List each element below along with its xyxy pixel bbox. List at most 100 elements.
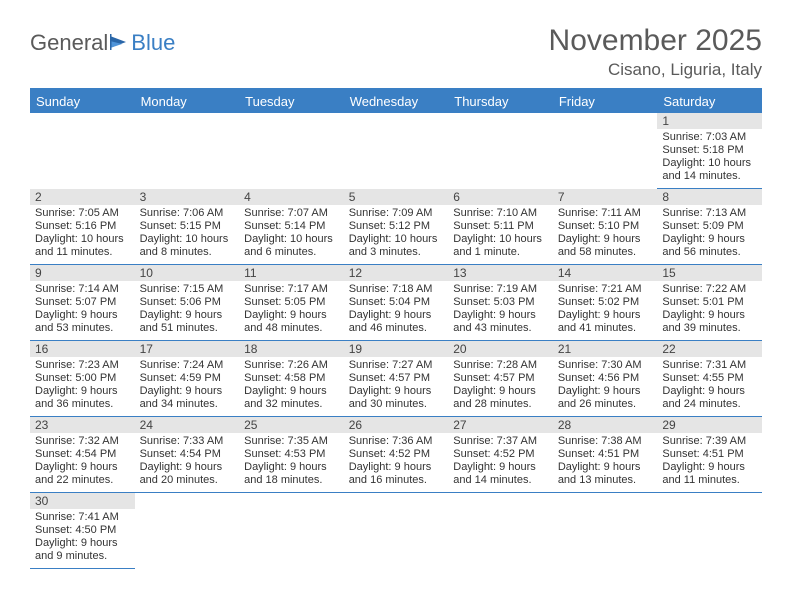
day-cell: 7Sunrise: 7:11 AMSunset: 5:10 PMDaylight… bbox=[553, 189, 658, 265]
page-title: November 2025 bbox=[549, 24, 762, 58]
calendar-cell bbox=[344, 113, 449, 189]
day-number: 17 bbox=[135, 341, 240, 357]
day-details: Sunrise: 7:14 AMSunset: 5:07 PMDaylight:… bbox=[30, 281, 135, 338]
calendar-cell bbox=[448, 493, 553, 569]
day-cell: 24Sunrise: 7:33 AMSunset: 4:54 PMDayligh… bbox=[135, 417, 240, 493]
day-cell: 6Sunrise: 7:10 AMSunset: 5:11 PMDaylight… bbox=[448, 189, 553, 265]
day-number: 25 bbox=[239, 417, 344, 433]
day-cell: 26Sunrise: 7:36 AMSunset: 4:52 PMDayligh… bbox=[344, 417, 449, 493]
day-number: 22 bbox=[657, 341, 762, 357]
day-details: Sunrise: 7:26 AMSunset: 4:58 PMDaylight:… bbox=[239, 357, 344, 414]
title-block: November 2025 Cisano, Liguria, Italy bbox=[549, 24, 762, 80]
calendar-cell bbox=[553, 113, 658, 189]
day-details: Sunrise: 7:19 AMSunset: 5:03 PMDaylight:… bbox=[448, 281, 553, 338]
calendar-cell: 18Sunrise: 7:26 AMSunset: 4:58 PMDayligh… bbox=[239, 341, 344, 417]
day-number: 6 bbox=[448, 189, 553, 205]
day-number: 23 bbox=[30, 417, 135, 433]
day-number: 2 bbox=[30, 189, 135, 205]
day-cell: 16Sunrise: 7:23 AMSunset: 5:00 PMDayligh… bbox=[30, 341, 135, 417]
logo-text-1: General bbox=[30, 30, 108, 56]
day-details: Sunrise: 7:03 AMSunset: 5:18 PMDaylight:… bbox=[657, 129, 762, 186]
calendar-cell: 6Sunrise: 7:10 AMSunset: 5:11 PMDaylight… bbox=[448, 189, 553, 265]
day-details: Sunrise: 7:24 AMSunset: 4:59 PMDaylight:… bbox=[135, 357, 240, 414]
day-details: Sunrise: 7:13 AMSunset: 5:09 PMDaylight:… bbox=[657, 205, 762, 262]
calendar-cell: 21Sunrise: 7:30 AMSunset: 4:56 PMDayligh… bbox=[553, 341, 658, 417]
calendar-cell: 28Sunrise: 7:38 AMSunset: 4:51 PMDayligh… bbox=[553, 417, 658, 493]
calendar-cell: 23Sunrise: 7:32 AMSunset: 4:54 PMDayligh… bbox=[30, 417, 135, 493]
day-number: 5 bbox=[344, 189, 449, 205]
day-details: Sunrise: 7:21 AMSunset: 5:02 PMDaylight:… bbox=[553, 281, 658, 338]
day-details: Sunrise: 7:37 AMSunset: 4:52 PMDaylight:… bbox=[448, 433, 553, 490]
day-number: 26 bbox=[344, 417, 449, 433]
calendar-cell: 17Sunrise: 7:24 AMSunset: 4:59 PMDayligh… bbox=[135, 341, 240, 417]
day-number: 28 bbox=[553, 417, 658, 433]
day-details: Sunrise: 7:10 AMSunset: 5:11 PMDaylight:… bbox=[448, 205, 553, 262]
day-details: Sunrise: 7:07 AMSunset: 5:14 PMDaylight:… bbox=[239, 205, 344, 262]
day-number: 8 bbox=[657, 189, 762, 205]
day-number: 11 bbox=[239, 265, 344, 281]
day-cell: 2Sunrise: 7:05 AMSunset: 5:16 PMDaylight… bbox=[30, 189, 135, 265]
day-number: 12 bbox=[344, 265, 449, 281]
calendar-cell: 1Sunrise: 7:03 AMSunset: 5:18 PMDaylight… bbox=[657, 113, 762, 189]
day-details: Sunrise: 7:33 AMSunset: 4:54 PMDaylight:… bbox=[135, 433, 240, 490]
day-number: 24 bbox=[135, 417, 240, 433]
day-cell: 23Sunrise: 7:32 AMSunset: 4:54 PMDayligh… bbox=[30, 417, 135, 493]
day-details: Sunrise: 7:17 AMSunset: 5:05 PMDaylight:… bbox=[239, 281, 344, 338]
calendar-cell: 19Sunrise: 7:27 AMSunset: 4:57 PMDayligh… bbox=[344, 341, 449, 417]
day-cell: 20Sunrise: 7:28 AMSunset: 4:57 PMDayligh… bbox=[448, 341, 553, 417]
day-cell: 30Sunrise: 7:41 AMSunset: 4:50 PMDayligh… bbox=[30, 493, 135, 569]
logo-text-2: Blue bbox=[131, 30, 175, 56]
calendar-cell: 4Sunrise: 7:07 AMSunset: 5:14 PMDaylight… bbox=[239, 189, 344, 265]
day-cell: 18Sunrise: 7:26 AMSunset: 4:58 PMDayligh… bbox=[239, 341, 344, 417]
day-cell: 12Sunrise: 7:18 AMSunset: 5:04 PMDayligh… bbox=[344, 265, 449, 341]
weekday-header: Friday bbox=[553, 89, 658, 113]
day-number: 10 bbox=[135, 265, 240, 281]
day-details: Sunrise: 7:32 AMSunset: 4:54 PMDaylight:… bbox=[30, 433, 135, 490]
weekday-header: Tuesday bbox=[239, 89, 344, 113]
day-details: Sunrise: 7:22 AMSunset: 5:01 PMDaylight:… bbox=[657, 281, 762, 338]
day-number: 19 bbox=[344, 341, 449, 357]
calendar-row: 16Sunrise: 7:23 AMSunset: 5:00 PMDayligh… bbox=[30, 341, 762, 417]
calendar-cell: 2Sunrise: 7:05 AMSunset: 5:16 PMDaylight… bbox=[30, 189, 135, 265]
day-details: Sunrise: 7:41 AMSunset: 4:50 PMDaylight:… bbox=[30, 509, 135, 566]
day-number: 4 bbox=[239, 189, 344, 205]
header: General Blue November 2025 Cisano, Liguri… bbox=[30, 24, 762, 80]
calendar-cell: 15Sunrise: 7:22 AMSunset: 5:01 PMDayligh… bbox=[657, 265, 762, 341]
day-number: 18 bbox=[239, 341, 344, 357]
calendar-cell bbox=[135, 113, 240, 189]
calendar-cell: 5Sunrise: 7:09 AMSunset: 5:12 PMDaylight… bbox=[344, 189, 449, 265]
calendar-cell: 7Sunrise: 7:11 AMSunset: 5:10 PMDaylight… bbox=[553, 189, 658, 265]
day-cell: 27Sunrise: 7:37 AMSunset: 4:52 PMDayligh… bbox=[448, 417, 553, 493]
calendar-cell: 10Sunrise: 7:15 AMSunset: 5:06 PMDayligh… bbox=[135, 265, 240, 341]
calendar-cell: 16Sunrise: 7:23 AMSunset: 5:00 PMDayligh… bbox=[30, 341, 135, 417]
day-cell: 5Sunrise: 7:09 AMSunset: 5:12 PMDaylight… bbox=[344, 189, 449, 265]
weekday-header: Wednesday bbox=[344, 89, 449, 113]
day-details: Sunrise: 7:06 AMSunset: 5:15 PMDaylight:… bbox=[135, 205, 240, 262]
flag-icon bbox=[110, 30, 130, 56]
day-details: Sunrise: 7:11 AMSunset: 5:10 PMDaylight:… bbox=[553, 205, 658, 262]
day-details: Sunrise: 7:27 AMSunset: 4:57 PMDaylight:… bbox=[344, 357, 449, 414]
calendar-cell: 24Sunrise: 7:33 AMSunset: 4:54 PMDayligh… bbox=[135, 417, 240, 493]
day-cell: 19Sunrise: 7:27 AMSunset: 4:57 PMDayligh… bbox=[344, 341, 449, 417]
day-details: Sunrise: 7:36 AMSunset: 4:52 PMDaylight:… bbox=[344, 433, 449, 490]
day-cell: 21Sunrise: 7:30 AMSunset: 4:56 PMDayligh… bbox=[553, 341, 658, 417]
day-details: Sunrise: 7:18 AMSunset: 5:04 PMDaylight:… bbox=[344, 281, 449, 338]
calendar-cell bbox=[30, 113, 135, 189]
day-number: 29 bbox=[657, 417, 762, 433]
weekday-header: Saturday bbox=[657, 89, 762, 113]
day-number: 30 bbox=[30, 493, 135, 509]
calendar-cell: 22Sunrise: 7:31 AMSunset: 4:55 PMDayligh… bbox=[657, 341, 762, 417]
calendar-cell: 25Sunrise: 7:35 AMSunset: 4:53 PMDayligh… bbox=[239, 417, 344, 493]
day-cell: 10Sunrise: 7:15 AMSunset: 5:06 PMDayligh… bbox=[135, 265, 240, 341]
calendar-cell: 30Sunrise: 7:41 AMSunset: 4:50 PMDayligh… bbox=[30, 493, 135, 569]
calendar-row: 1Sunrise: 7:03 AMSunset: 5:18 PMDaylight… bbox=[30, 113, 762, 189]
calendar-row: 2Sunrise: 7:05 AMSunset: 5:16 PMDaylight… bbox=[30, 189, 762, 265]
day-cell: 11Sunrise: 7:17 AMSunset: 5:05 PMDayligh… bbox=[239, 265, 344, 341]
day-cell: 9Sunrise: 7:14 AMSunset: 5:07 PMDaylight… bbox=[30, 265, 135, 341]
day-cell: 28Sunrise: 7:38 AMSunset: 4:51 PMDayligh… bbox=[553, 417, 658, 493]
weekday-header: Monday bbox=[135, 89, 240, 113]
calendar-cell: 26Sunrise: 7:36 AMSunset: 4:52 PMDayligh… bbox=[344, 417, 449, 493]
calendar-row: 23Sunrise: 7:32 AMSunset: 4:54 PMDayligh… bbox=[30, 417, 762, 493]
day-cell: 8Sunrise: 7:13 AMSunset: 5:09 PMDaylight… bbox=[657, 189, 762, 265]
day-number: 13 bbox=[448, 265, 553, 281]
